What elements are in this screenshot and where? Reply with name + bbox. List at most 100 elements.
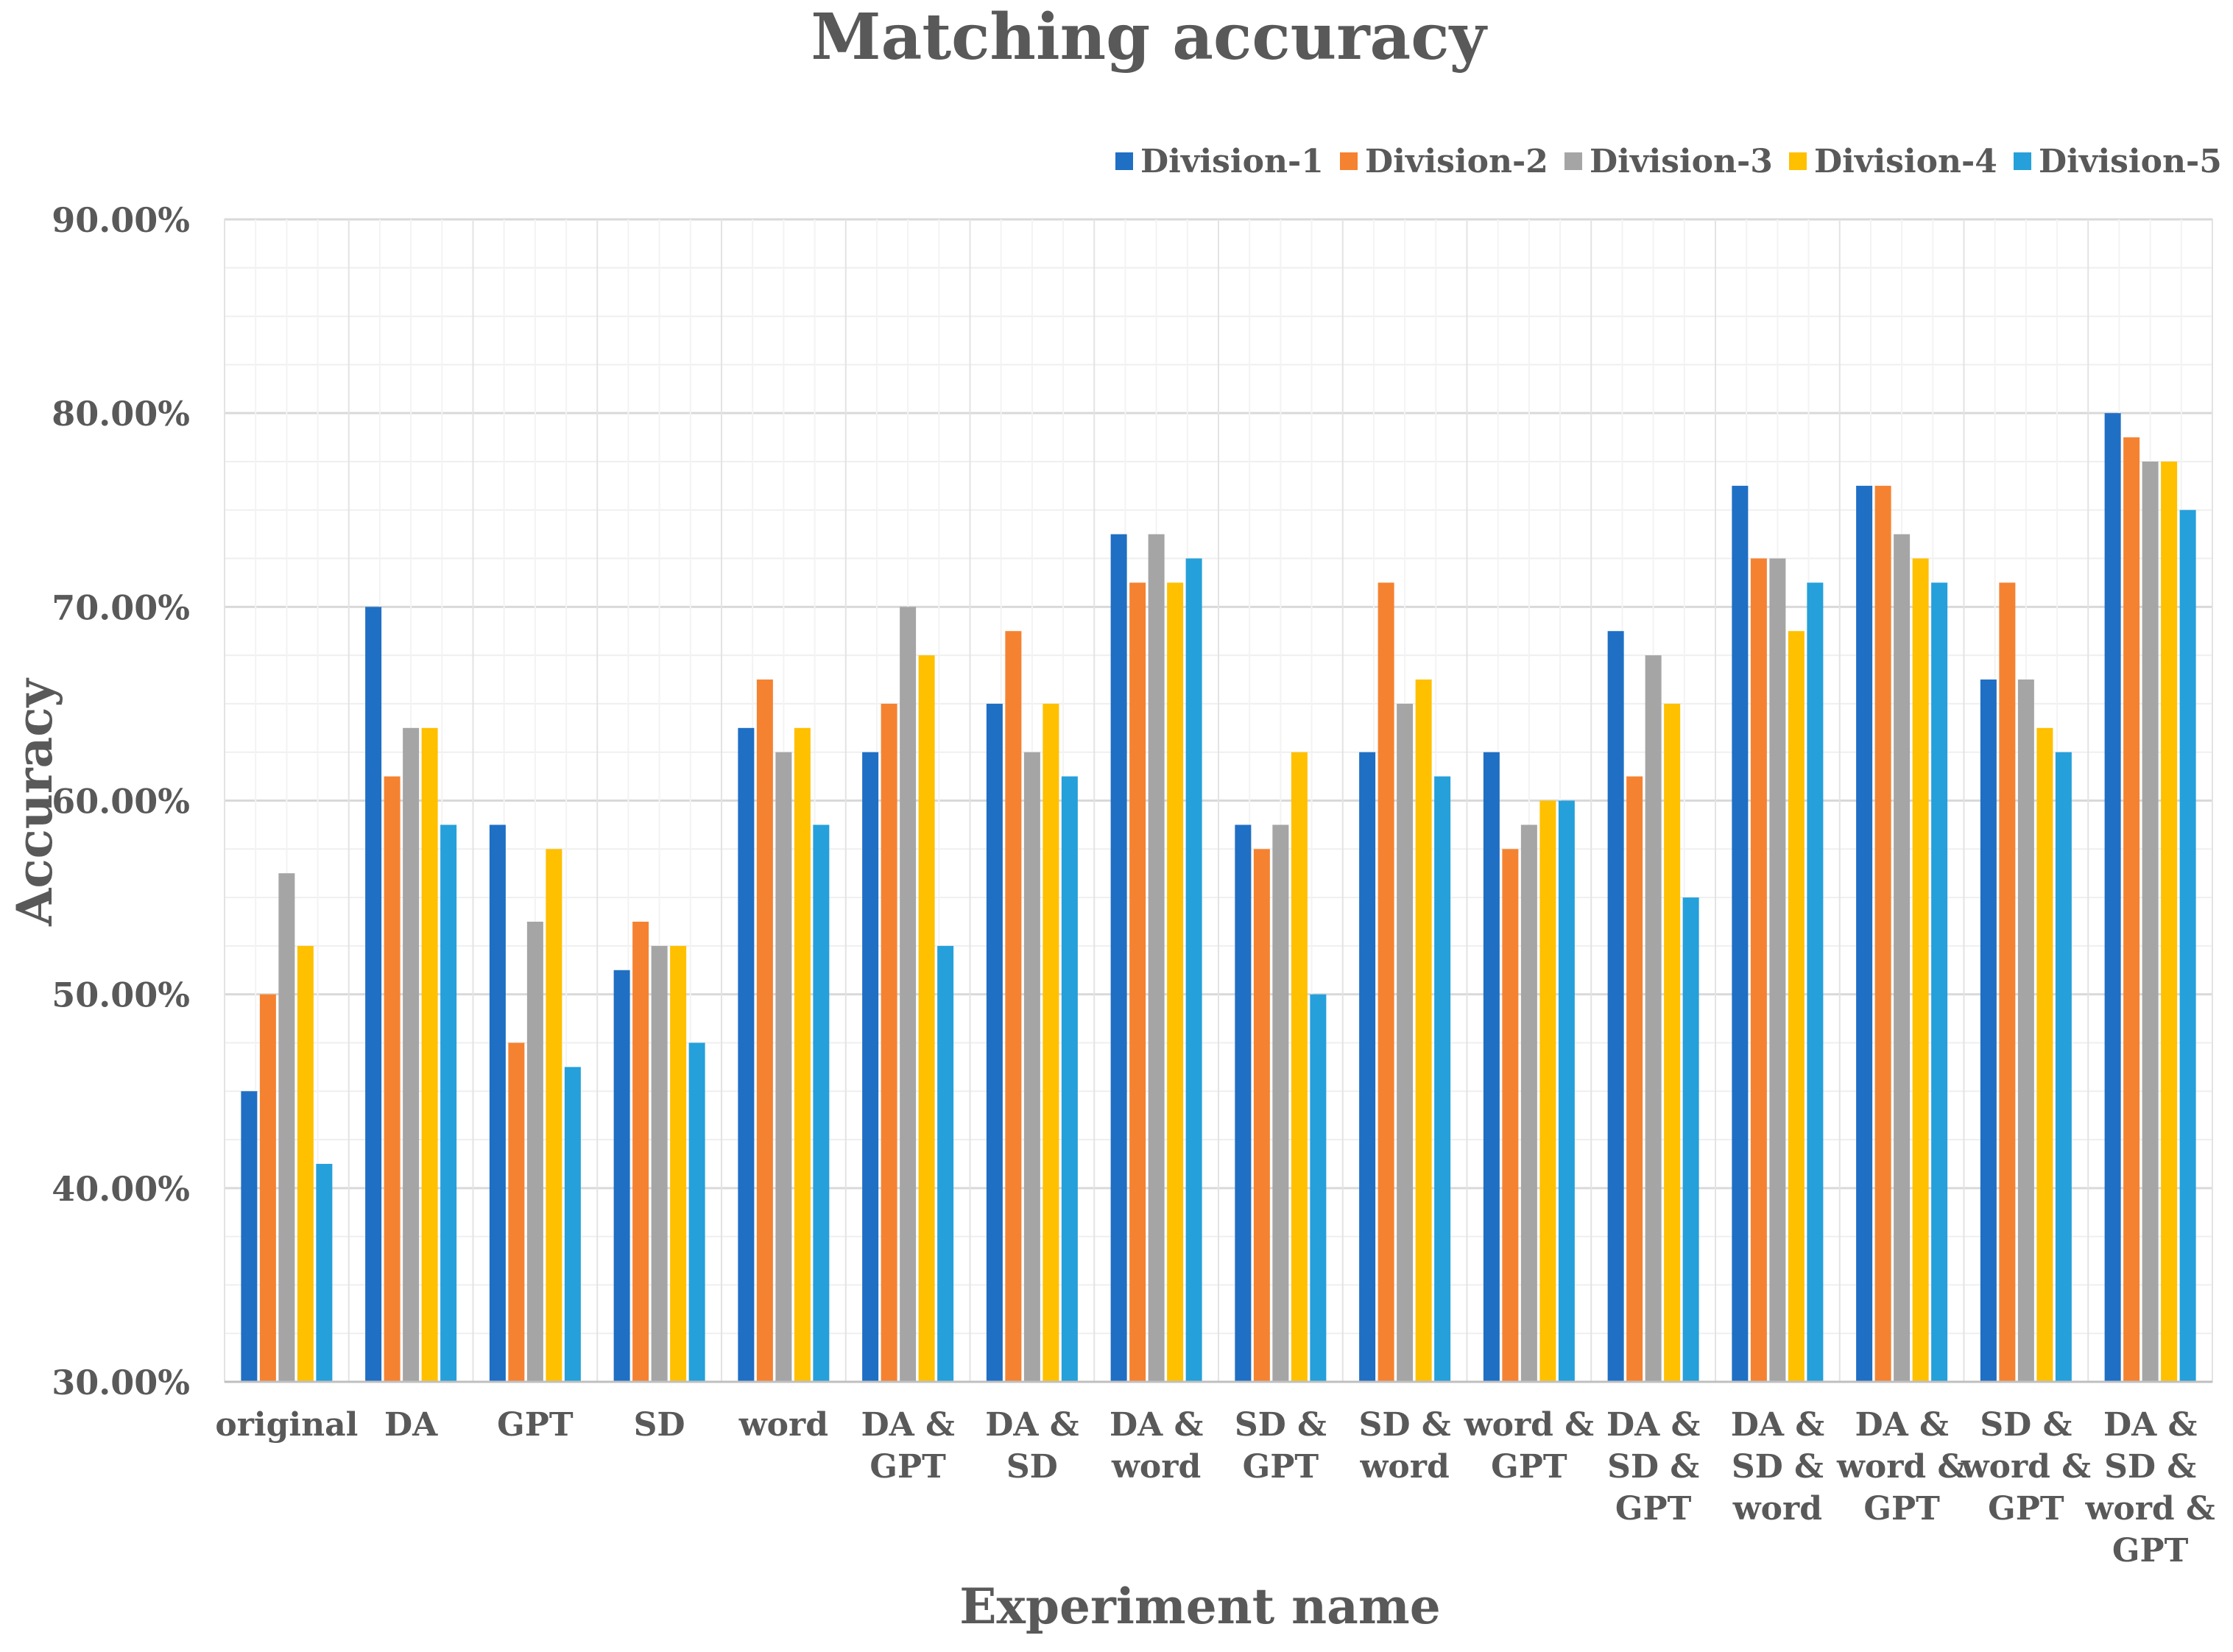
bar-division-4-13 — [1912, 558, 1929, 1382]
bar-division-5-10 — [1558, 800, 1575, 1382]
x-tick-label: DA & word — [1110, 1406, 1203, 1486]
bar-division-5-11 — [1682, 897, 1699, 1382]
bar-division-2-3 — [632, 921, 649, 1382]
bar-division-2-9 — [1377, 582, 1394, 1382]
x-tick-label: SD & word — [1359, 1406, 1451, 1486]
legend-label-division-2: Division-2 — [1365, 143, 1548, 180]
chart-title: Matching accuracy — [811, 0, 1488, 74]
bar-division-4-14 — [2036, 727, 2053, 1382]
x-tick-label: SD & GPT — [1235, 1406, 1327, 1486]
bar-division-2-14 — [1999, 582, 2016, 1382]
bar-division-3-6 — [1023, 752, 1040, 1382]
bar-division-2-4 — [756, 679, 773, 1382]
x-tick-label: GPT — [497, 1406, 574, 1444]
bar-division-2-6 — [1005, 631, 1022, 1382]
bar-division-2-2 — [508, 1042, 525, 1382]
y-tick-label: 70.00% — [52, 587, 190, 627]
bar-division-5-12 — [1807, 582, 1824, 1382]
bar-division-3-13 — [1894, 534, 1911, 1383]
x-tick-label: DA & SD & word & GPT — [2085, 1406, 2215, 1570]
bar-division-4-1 — [421, 727, 438, 1382]
legend-swatch-division-4 — [1789, 152, 1807, 170]
bar-division-1-5 — [862, 752, 879, 1382]
bar-division-3-10 — [1520, 825, 1537, 1382]
bar-division-5-5 — [937, 945, 954, 1382]
x-tick-label: DA & SD & word — [1731, 1406, 1824, 1528]
bar-division-2-12 — [1750, 558, 1767, 1382]
bar-division-4-0 — [297, 945, 314, 1382]
bar-division-2-15 — [2123, 437, 2140, 1382]
legend-swatch-division-3 — [1564, 152, 1582, 170]
x-tick-label: word — [738, 1406, 828, 1444]
axes: 30.00% 40.00% 50.00% 60.00% 70.00% 80.00% 90.0… — [52, 200, 2215, 1570]
bar-division-5-0 — [316, 1163, 333, 1382]
legend-swatch-division-2 — [1340, 152, 1358, 170]
bar-division-5-14 — [2055, 752, 2072, 1382]
y-tick-label: 60.00% — [52, 782, 190, 822]
bars — [241, 413, 2196, 1383]
bar-division-5-8 — [1310, 994, 1327, 1382]
legend-label-division-1: Division-1 — [1140, 143, 1324, 180]
bar-division-3-7 — [1148, 534, 1165, 1383]
bar-division-3-12 — [1769, 558, 1786, 1382]
bar-division-4-9 — [1415, 679, 1432, 1382]
x-tick-label: DA — [384, 1406, 438, 1444]
bar-division-2-7 — [1129, 582, 1146, 1382]
bar-division-3-8 — [1272, 825, 1289, 1382]
bar-division-2-0 — [259, 994, 276, 1382]
bar-division-2-13 — [1874, 485, 1891, 1382]
legend-label-division-5: Division-5 — [2039, 143, 2222, 180]
bar-division-5-9 — [1434, 776, 1451, 1382]
x-tick-label: SD & word & GPT — [1961, 1406, 2091, 1528]
bar-division-2-1 — [384, 776, 401, 1382]
bar-division-5-3 — [688, 1042, 705, 1382]
legend: Division-1 Division-2 Division-3 Division-4… — [1115, 143, 2222, 180]
bar-division-5-13 — [1931, 582, 1948, 1382]
legend-swatch-division-1 — [1115, 152, 1133, 170]
bar-division-5-2 — [564, 1067, 581, 1382]
bar-division-3-11 — [1645, 655, 1662, 1382]
bar-division-1-3 — [613, 970, 630, 1382]
bar-division-4-7 — [1167, 582, 1184, 1382]
bar-division-1-8 — [1235, 825, 1252, 1382]
bar-division-2-11 — [1626, 776, 1643, 1382]
x-tick-label: DA & SD & GPT — [1606, 1406, 1700, 1528]
bar-division-1-11 — [1607, 631, 1624, 1382]
bar-division-1-0 — [241, 1091, 258, 1382]
bar-division-1-1 — [365, 607, 382, 1383]
bar-division-3-5 — [900, 607, 917, 1383]
x-tick-label: DA & GPT — [861, 1406, 954, 1486]
bar-division-4-3 — [670, 945, 687, 1382]
y-tick-label: 30.00% — [52, 1363, 190, 1402]
bar-division-4-15 — [2161, 461, 2178, 1383]
bar-division-5-15 — [2179, 509, 2196, 1382]
bar-division-5-7 — [1185, 558, 1202, 1382]
bar-division-5-1 — [440, 825, 457, 1382]
y-tick-label: 90.00% — [52, 200, 190, 240]
bar-division-4-6 — [1043, 703, 1059, 1382]
legend-swatch-division-5 — [2014, 152, 2031, 170]
legend-label-division-4: Division-4 — [1814, 143, 1997, 180]
bar-division-5-6 — [1061, 776, 1078, 1382]
bar-division-4-12 — [1788, 631, 1805, 1382]
bar-division-4-8 — [1291, 752, 1308, 1382]
bar-division-4-4 — [794, 727, 811, 1382]
bar-division-1-6 — [986, 703, 1003, 1382]
bar-division-1-13 — [1856, 485, 1873, 1382]
bar-division-1-14 — [1980, 679, 1997, 1382]
bar-division-2-5 — [881, 703, 897, 1382]
bar-division-3-15 — [2142, 461, 2159, 1383]
x-tick-label: original — [215, 1406, 358, 1444]
bar-division-3-4 — [775, 752, 792, 1382]
bar-division-1-10 — [1483, 752, 1500, 1382]
x-tick-label: SD — [634, 1406, 685, 1444]
bar-division-1-2 — [489, 825, 506, 1382]
bar-division-1-7 — [1110, 534, 1127, 1383]
bar-division-3-1 — [403, 727, 420, 1382]
bar-division-2-8 — [1253, 849, 1270, 1382]
y-tick-label: 80.00% — [52, 394, 190, 434]
bar-division-4-5 — [918, 655, 935, 1382]
bar-division-4-10 — [1539, 800, 1556, 1382]
bar-division-4-11 — [1664, 703, 1681, 1382]
